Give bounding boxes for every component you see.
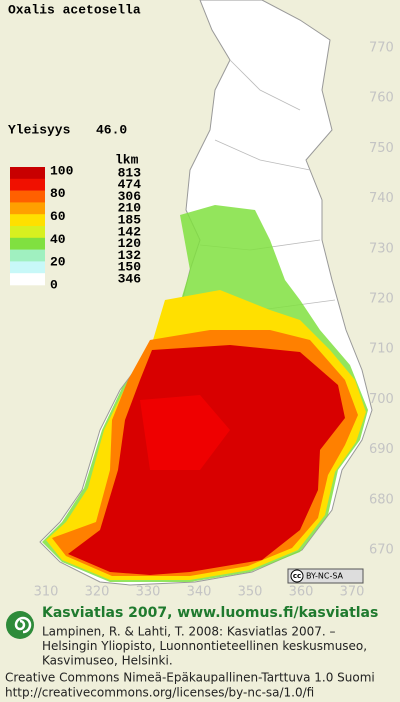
species-title: Oxalis acetosella bbox=[8, 2, 141, 17]
legend-count: 813 bbox=[118, 165, 142, 180]
northing-label: 750 bbox=[369, 141, 394, 156]
frequency-value: 46.0 bbox=[96, 122, 127, 137]
range-peak bbox=[140, 395, 230, 470]
footer: Lampinen, R. & Lahti, T. 2008: Kasviatla… bbox=[5, 625, 375, 700]
legend-swatch bbox=[10, 190, 45, 203]
legend-count: 132 bbox=[118, 248, 142, 263]
badge-box bbox=[287, 568, 364, 584]
legend-scale-label: 80 bbox=[50, 186, 66, 201]
northing-label: 740 bbox=[369, 191, 394, 206]
grid-labels: 770 760 750 740 730 720 710 700 690 680 670 310 320 3… bbox=[34, 41, 394, 600]
legend-swatch bbox=[10, 237, 45, 250]
northing-label: 710 bbox=[369, 342, 394, 357]
easting-label: 350 bbox=[238, 585, 263, 600]
badge-circle bbox=[290, 569, 304, 583]
legend-count: 120 bbox=[118, 236, 142, 251]
citation-line: Helsingin Yliopisto, Luonnontieteellinen… bbox=[42, 639, 367, 653]
map bbox=[39, 0, 373, 586]
northing-label: 720 bbox=[369, 292, 394, 307]
citation-line: Lampinen, R. & Lahti, T. 2008: Kasviatla… bbox=[42, 625, 336, 639]
license-line: Creative Commons Nimeä-Epäkaupallinen-Ta… bbox=[5, 671, 375, 685]
legend-count: 474 bbox=[118, 177, 142, 192]
legend-swatch bbox=[10, 167, 45, 180]
logo bbox=[6, 611, 34, 639]
legend-swatch bbox=[10, 214, 45, 227]
badge-icon: cc bbox=[293, 572, 301, 580]
logo-spiral bbox=[14, 616, 32, 634]
easting-label: 360 bbox=[289, 585, 314, 600]
legend-count: 346 bbox=[118, 272, 142, 287]
badge-text: BY-NC-SA bbox=[306, 572, 344, 581]
northing-label: 760 bbox=[369, 91, 394, 106]
citation-line: Kasvimuseo, Helsinki. bbox=[42, 654, 173, 668]
legend-scale-label: 40 bbox=[50, 232, 66, 247]
license-badge: cc BY-NC-SA bbox=[287, 568, 364, 584]
northing-label: 690 bbox=[369, 442, 394, 457]
legend-swatch bbox=[10, 202, 45, 215]
easting-label: 340 bbox=[187, 585, 212, 600]
northing-label: 700 bbox=[369, 392, 394, 407]
license-line: http://creativecommons.org/licenses/by-n… bbox=[5, 686, 314, 700]
legend-count: 142 bbox=[118, 224, 142, 239]
legend-count: 306 bbox=[118, 189, 142, 204]
legend-count: 150 bbox=[118, 260, 142, 275]
legend-scale-label: 100 bbox=[50, 163, 74, 178]
northing-label: 670 bbox=[369, 543, 394, 558]
legend-count: 210 bbox=[118, 201, 142, 216]
easting-label: 310 bbox=[34, 585, 59, 600]
count-header: lkm bbox=[115, 152, 139, 167]
easting-label: 330 bbox=[136, 585, 161, 600]
footer-heading: Kasviatlas 2007, www.luomus.fi/kasviatla… bbox=[42, 605, 378, 621]
northing-label: 730 bbox=[369, 241, 394, 256]
legend-scale-label: 0 bbox=[50, 277, 58, 292]
legend-swatch bbox=[10, 261, 45, 274]
legend-swatch bbox=[10, 178, 45, 191]
frequency-label: Yleisyys bbox=[8, 122, 71, 137]
legend-swatch bbox=[10, 249, 45, 262]
legend-scale-label: 60 bbox=[50, 209, 66, 224]
easting-label: 320 bbox=[85, 585, 110, 600]
northing-label: 680 bbox=[369, 492, 394, 507]
legend-swatch bbox=[10, 226, 45, 239]
legend-count: 185 bbox=[118, 213, 142, 228]
legend-scale-label: 20 bbox=[50, 255, 66, 270]
northing-label: 770 bbox=[369, 41, 394, 56]
legend-swatch bbox=[10, 273, 45, 286]
easting-label: 370 bbox=[340, 585, 365, 600]
